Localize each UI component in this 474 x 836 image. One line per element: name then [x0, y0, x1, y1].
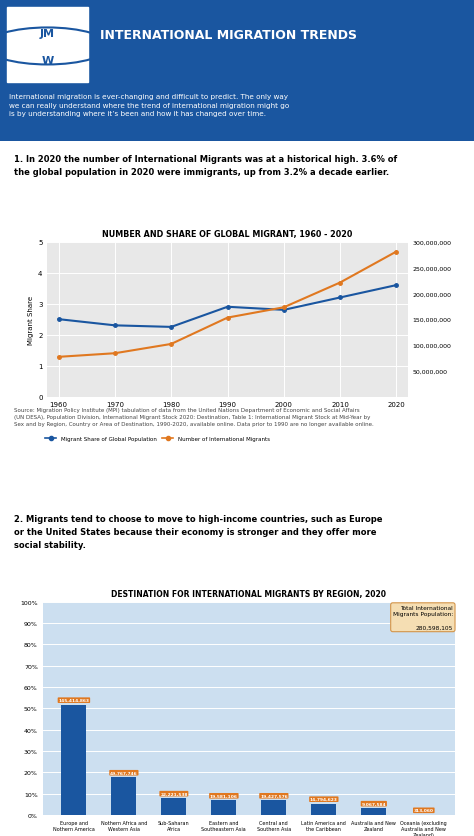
- Bar: [211, 800, 237, 815]
- PathPatch shape: [0, 0, 474, 142]
- Text: JM: JM: [40, 29, 55, 39]
- Text: 9,067,584: 9,067,584: [362, 802, 386, 806]
- Bar: [161, 798, 186, 815]
- Legend: Migrant Share of Global Population, Number of International Migrants: Migrant Share of Global Population, Numb…: [43, 434, 272, 443]
- Text: 14,794,623: 14,794,623: [310, 798, 337, 801]
- Bar: [111, 777, 137, 815]
- Bar: [361, 808, 386, 815]
- Y-axis label: Migrant Share: Migrant Share: [28, 295, 34, 344]
- Text: 2. Migrants tend to choose to move to high-income countries, such as Europe
or t: 2. Migrants tend to choose to move to hi…: [14, 514, 383, 550]
- Title: DESTINATION FOR INTERNATIONAL MIGRANTS BY REGION, 2020: DESTINATION FOR INTERNATIONAL MIGRANTS B…: [111, 589, 386, 599]
- Bar: [261, 800, 286, 815]
- Text: 1. In 2020 the number of International Migrants was at a historical high. 3.6% o: 1. In 2020 the number of International M…: [14, 155, 397, 177]
- Text: 49,767,746: 49,767,746: [110, 771, 138, 775]
- Text: 22,221,538: 22,221,538: [160, 792, 188, 796]
- Text: 313,060: 313,060: [414, 808, 434, 813]
- Text: W: W: [41, 56, 54, 66]
- Bar: [62, 705, 86, 815]
- Text: 19,581,106: 19,581,106: [210, 794, 238, 798]
- Text: Source: Migration Policy Institute (MPI) tabulation of data from the United Nati: Source: Migration Policy Institute (MPI)…: [14, 407, 374, 426]
- Text: International migration is ever-changing and difficult to predict. The only way
: International migration is ever-changing…: [9, 94, 290, 117]
- Bar: [311, 803, 337, 815]
- Text: Total International
Migrants Population:

280,598,105: Total International Migrants Population:…: [393, 605, 453, 630]
- Title: NUMBER AND SHARE OF GLOBAL MIGRANT, 1960 - 2020: NUMBER AND SHARE OF GLOBAL MIGRANT, 1960…: [102, 230, 353, 239]
- Text: 145,414,863: 145,414,863: [58, 698, 89, 702]
- Text: INTERNATIONAL MIGRATION TRENDS: INTERNATIONAL MIGRATION TRENDS: [100, 29, 356, 42]
- FancyBboxPatch shape: [7, 8, 88, 83]
- Text: 19,427,576: 19,427,576: [260, 794, 288, 798]
